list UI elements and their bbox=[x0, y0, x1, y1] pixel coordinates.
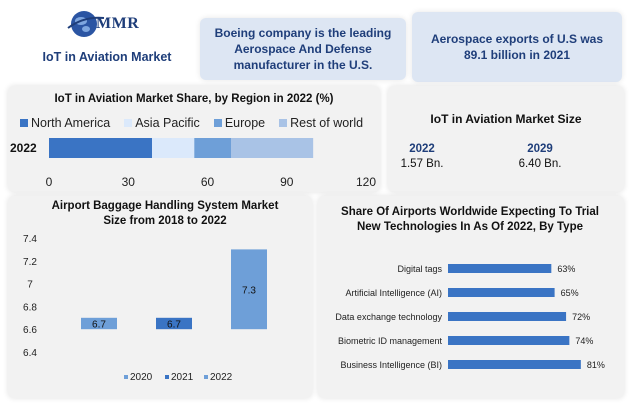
baggage-y-tick-label: 7 bbox=[27, 280, 33, 291]
legend-item-north-america: North America bbox=[20, 116, 110, 130]
region-bar-segment bbox=[152, 138, 195, 158]
airports-bar bbox=[448, 336, 570, 345]
baggage-legend-swatch bbox=[204, 375, 208, 379]
baggage-bar bbox=[81, 317, 117, 330]
baggage-legend-label: 2021 bbox=[171, 372, 194, 383]
market-size-panel bbox=[388, 86, 624, 192]
market-size-title: IoT in Aviation Market Size bbox=[430, 112, 582, 126]
baggage-y-tick-label: 6.6 bbox=[23, 325, 37, 336]
region-x-tick-label: 60 bbox=[201, 175, 215, 189]
legend-item-asia-pacific: Asia Pacific bbox=[124, 116, 200, 130]
baggage-data-label: 6.7 bbox=[92, 320, 106, 331]
region-share-title: IoT in Aviation Market Share, by Region … bbox=[54, 93, 334, 105]
airports-data-label: 63% bbox=[557, 264, 575, 274]
callout-boeing: Boeing company is the leading Aerospace … bbox=[200, 18, 406, 80]
airports-category-label: Biometric ID management bbox=[338, 336, 443, 346]
legend-item-rest-of-world: Rest of world bbox=[279, 116, 363, 130]
market-size-year-2029: 2029 bbox=[527, 143, 553, 155]
baggage-y-tick-label: 6.4 bbox=[23, 348, 37, 359]
market-size-value-2022: 1.57 Bn. bbox=[400, 158, 444, 170]
region-bar-segment bbox=[49, 138, 153, 158]
baggage-chart: 7.4 7.2 7 6.8 6.6 6.4 6.7 6.7 7.3 2020 2021 2022 bbox=[23, 234, 267, 383]
baggage-bar bbox=[156, 317, 192, 330]
baggage-legend-label: 2022 bbox=[210, 372, 233, 383]
airports-bar bbox=[448, 288, 555, 297]
baggage-y-tick-label: 7.2 bbox=[23, 257, 37, 268]
airports-data-label: 65% bbox=[561, 288, 579, 298]
airports-category-label: Digital tags bbox=[397, 264, 442, 274]
airports-category-label: Artificial Intelligence (AI) bbox=[345, 288, 442, 298]
airports-category-label: Business Intelligence (BI) bbox=[340, 360, 442, 370]
market-size-year-2022: 2022 bbox=[409, 143, 435, 155]
baggage-title: Airport Baggage Handling System Market S… bbox=[51, 200, 279, 227]
baggage-data-label: 6.7 bbox=[167, 320, 181, 331]
airports-bar bbox=[448, 312, 567, 321]
baggage-y-tick-label: 6.8 bbox=[23, 302, 37, 313]
region-bar-segment bbox=[194, 138, 232, 158]
airports-bar bbox=[448, 264, 552, 273]
airports-category-label: Data exchange technology bbox=[335, 312, 442, 322]
page-subtitle: IoT in Aviation Market bbox=[42, 50, 172, 64]
legend-item-europe: Europe bbox=[213, 116, 265, 130]
region-bar-segment bbox=[231, 138, 314, 158]
baggage-y-tick-label: 7.4 bbox=[23, 234, 37, 245]
airports-data-label: 72% bbox=[572, 312, 590, 322]
brand-name: MMR bbox=[96, 15, 140, 32]
mmr-globe-logo bbox=[67, 11, 105, 37]
baggage-legend-label: 2020 bbox=[130, 372, 153, 383]
airports-title: Share Of Airports Worldwide Expecting To… bbox=[341, 206, 599, 233]
airports-chart: Digital tags 63% Artificial Intelligence (… bbox=[335, 264, 605, 370]
callout-exports: Aerospace exports of U.S was 89.1 billio… bbox=[412, 12, 622, 82]
airports-data-label: 74% bbox=[575, 336, 593, 346]
region-x-tick-label: 90 bbox=[280, 175, 294, 189]
region-legend: North America Asia Pacific Europe Rest o… bbox=[20, 116, 363, 130]
region-category-label: 2022 bbox=[10, 141, 37, 155]
region-x-tick-label: 0 bbox=[46, 175, 53, 189]
region-x-tick-label: 30 bbox=[122, 175, 136, 189]
airports-data-label: 81% bbox=[587, 360, 605, 370]
baggage-legend-swatch bbox=[124, 375, 128, 379]
region-x-tick-label: 120 bbox=[356, 175, 376, 189]
market-size-value-2029: 6.40 Bn. bbox=[518, 158, 562, 170]
baggage-bar bbox=[231, 249, 267, 330]
airports-bar bbox=[448, 360, 581, 369]
baggage-data-label: 7.3 bbox=[242, 285, 256, 296]
baggage-legend-swatch bbox=[165, 375, 169, 379]
region-share-chart: 2022 0 30 60 90 120 bbox=[10, 138, 376, 189]
